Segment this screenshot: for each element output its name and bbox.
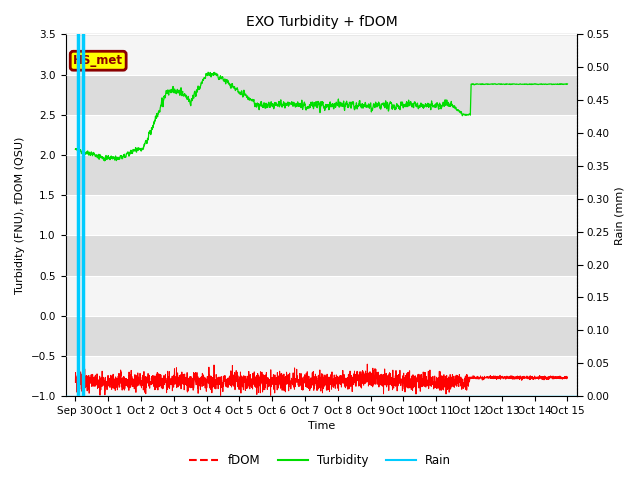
Bar (65, 115, 577, 155)
Bar (65, 356, 577, 396)
Bar (65, 74, 577, 115)
Bar (65, 35, 577, 74)
Bar (65, 235, 577, 276)
X-axis label: Time: Time (308, 421, 335, 432)
Y-axis label: Turbidity (FNU), fDOM (QSU): Turbidity (FNU), fDOM (QSU) (15, 136, 25, 294)
Bar (65, 155, 577, 195)
Legend: fDOM, Turbidity, Rain: fDOM, Turbidity, Rain (184, 449, 456, 472)
Y-axis label: Rain (mm): Rain (mm) (615, 186, 625, 244)
Title: EXO Turbidity + fDOM: EXO Turbidity + fDOM (246, 15, 397, 29)
Text: HS_met: HS_met (73, 54, 124, 67)
Bar (65, 316, 577, 356)
Bar (65, 195, 577, 235)
Bar (65, 276, 577, 316)
